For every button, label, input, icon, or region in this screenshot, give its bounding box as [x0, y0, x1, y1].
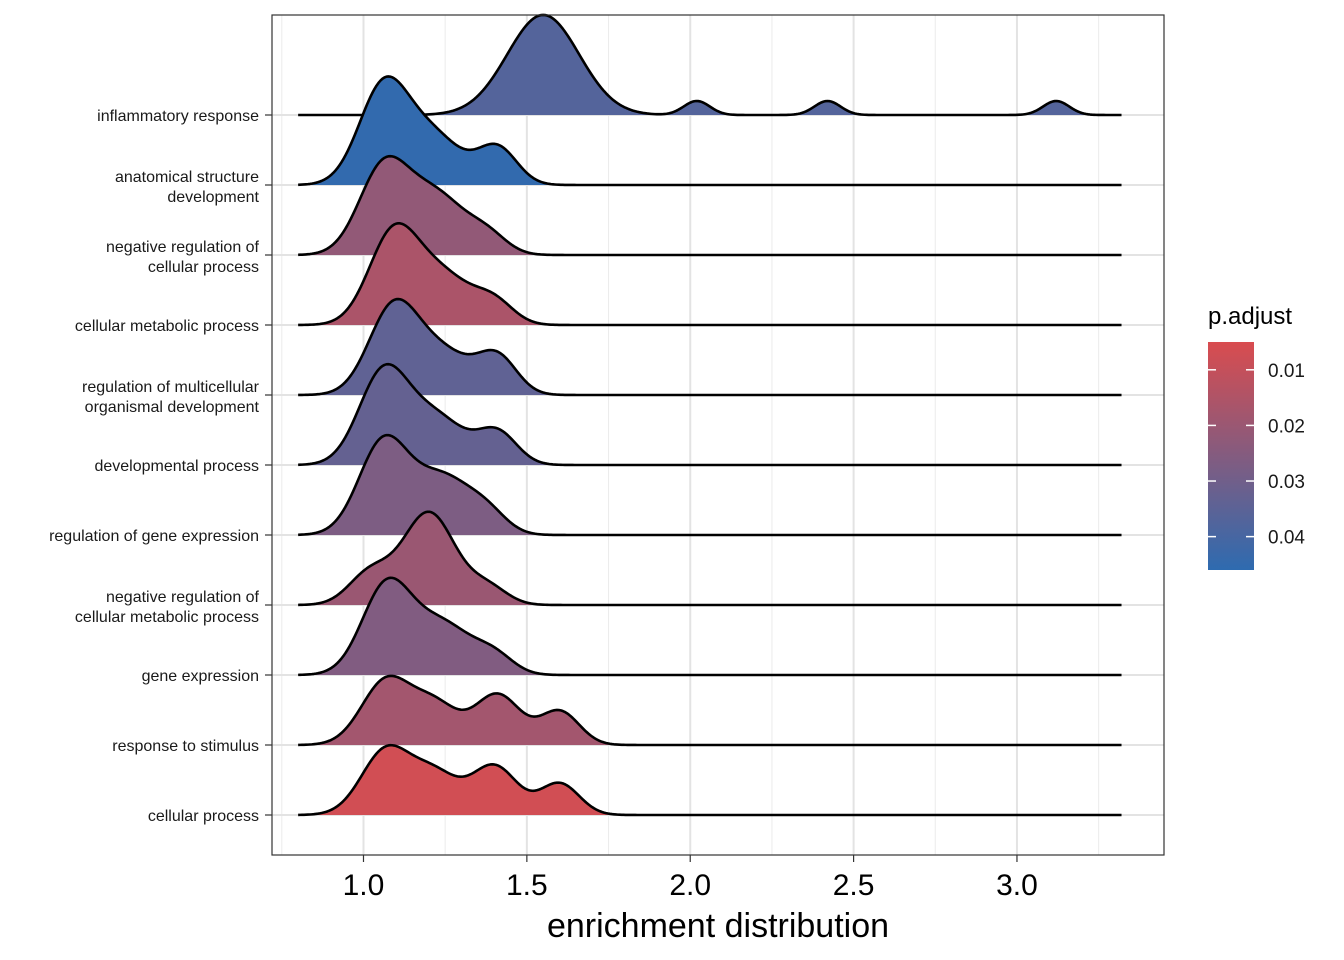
x-tick-label: 2.5 — [833, 869, 875, 902]
ridge-outline — [298, 362, 1122, 467]
y-tick-label: cellular process — [148, 808, 259, 825]
legend-colorbar — [1208, 342, 1254, 570]
ridge-outline — [298, 75, 1122, 187]
ridge-fill — [298, 14, 1122, 115]
ridge-fill — [298, 745, 1122, 815]
y-tick-label: cellular metabolic process — [75, 318, 259, 335]
ridge-gene-expression — [298, 576, 1122, 677]
y-axis: inflammatory response anatomical structur… — [49, 108, 272, 825]
panel-border — [271, 14, 1165, 856]
ridge-outline — [298, 743, 1122, 817]
x-tick-label: 3.0 — [996, 869, 1038, 902]
ridge-regulation-of-gene-expression — [298, 433, 1122, 537]
ridge-fill — [298, 435, 1122, 535]
ridge-response-to-stimulus — [298, 674, 1122, 747]
ridge-fill — [298, 76, 1122, 185]
y-tick-label: negative regulation of cellular process — [106, 239, 260, 276]
y-tick-label: gene expression — [142, 668, 259, 685]
ridge-outline — [298, 674, 1122, 747]
ridge-fill — [298, 577, 1122, 675]
ridge-outline — [298, 510, 1122, 607]
ridge-fill — [298, 675, 1122, 745]
y-tick-label: developmental process — [94, 458, 259, 475]
y-tick-label: anatomical structure development — [115, 169, 260, 206]
legend-tick-label: 0.02 — [1268, 416, 1305, 437]
y-tick-label: negative regulation of cellular metabolic… — [75, 589, 260, 626]
ridge-regulation-of-multicellular-organismal-development — [298, 297, 1122, 397]
x-tick-label: 2.0 — [669, 869, 711, 902]
ridge-outline — [298, 221, 1122, 327]
x-tick-label: 1.5 — [506, 869, 548, 902]
ridge-outline — [298, 297, 1122, 397]
y-tick-label: regulation of multicellular organismal de… — [82, 379, 260, 416]
ridge-fill — [298, 364, 1122, 465]
legend-tick-label: 0.03 — [1268, 472, 1305, 493]
x-tick-label: 1.0 — [343, 869, 385, 902]
ridges — [298, 13, 1122, 817]
x-axis: 1.0 1.5 2.0 2.5 3.0 — [343, 855, 1038, 902]
y-tick-label: response to stimulus — [112, 738, 259, 755]
y-tick-label: inflammatory response — [97, 108, 259, 125]
legend-tick-label: 0.01 — [1268, 361, 1305, 382]
x-axis-label: enrichment distribution — [547, 907, 889, 945]
ridge-fill — [298, 299, 1122, 395]
ridge-outline — [298, 13, 1122, 117]
ridge-developmental-process — [298, 362, 1122, 467]
y-tick-label: regulation of gene expression — [49, 528, 259, 545]
ridge-outline — [298, 576, 1122, 677]
legend-title: p.adjust — [1208, 303, 1292, 330]
legend-tick-label: 0.04 — [1268, 528, 1305, 549]
ridge-anatomical-structure-development — [298, 75, 1122, 187]
ridge-outline — [298, 154, 1122, 257]
legend-ticks: 0.01 0.02 0.03 0.04 — [1208, 361, 1305, 549]
ridge-outline — [298, 433, 1122, 537]
ridge-cellular-process — [298, 743, 1122, 817]
ridge-inflammatory-response — [298, 13, 1122, 117]
